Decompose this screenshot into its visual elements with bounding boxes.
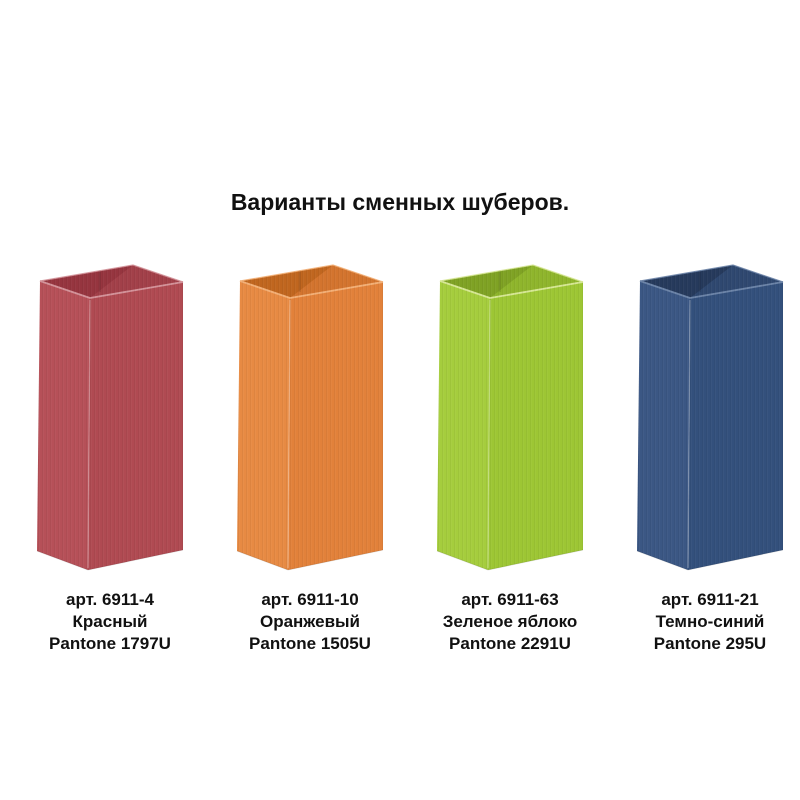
product-color-name: Темно-синий [655,612,765,631]
box-left-face [237,281,290,570]
product-art: арт. 6911-10 [261,590,359,609]
product-card-green: арт. 6911-63 Зеленое яблоко Pantone 2291… [400,262,600,655]
box-3d-render [436,264,584,571]
box-3d-render [236,264,384,571]
box-back-rim-edge [39,264,184,283]
box-corner-highlight [87,299,91,569]
box-front-rim-edge [639,280,784,299]
product-pantone: Pantone 1797U [49,634,171,653]
box-front-rim-edge [239,280,384,299]
product-color-name: Красный [72,612,148,631]
product-card-red: арт. 6911-4 Красный Pantone 1797U [0,262,200,655]
box-3d-render [36,264,184,571]
product-pantone: Pantone 295U [653,634,767,653]
box-back-rim-edge [439,264,584,283]
product-card-blue: арт. 6911-21 Темно-синий Pantone 295U [600,262,800,655]
product-box-image-red [34,262,186,574]
box-bottom-edge [436,549,584,571]
product-color-name: Зеленое яблоко [442,612,578,631]
box-interior-right-wall [90,265,183,298]
box-left-face [37,281,90,570]
box-corner-highlight [487,299,491,569]
box-interior-right-wall [490,265,583,298]
box-back-rim-edge [639,264,784,283]
box-left-face [437,281,490,570]
box-bottom-edge [636,549,784,571]
box-corner-highlight [287,299,291,569]
product-caption: арт. 6911-63 Зеленое яблоко Pantone 2291… [434,589,586,655]
product-box-image-green [434,262,586,574]
box-front-face [288,282,383,570]
product-box-image-orange [234,262,386,574]
product-box-image-blue [634,262,786,574]
product-caption: арт. 6911-21 Темно-синий Pantone 295U [634,589,786,655]
product-caption: арт. 6911-4 Красный Pantone 1797U [34,589,186,655]
product-art: арт. 6911-63 [461,590,559,609]
box-front-face [488,282,583,570]
box-front-rim-edge [39,280,184,299]
product-art: арт. 6911-21 [661,590,759,609]
product-caption: арт. 6911-10 Оранжевый Pantone 1505U [234,589,386,655]
product-pantone: Pantone 1505U [249,634,371,653]
box-interior-right-wall [690,265,783,298]
box-left-face [637,281,690,570]
product-color-name: Оранжевый [259,612,361,631]
box-front-rim-edge [439,280,584,299]
product-grid: арт. 6911-4 Красный Pantone 1797U арт [0,262,800,655]
box-interior-right-wall [290,265,383,298]
box-bottom-edge [236,549,384,571]
box-3d-render [636,264,784,571]
box-front-face [688,282,783,570]
box-bottom-edge [36,549,184,571]
product-card-orange: арт. 6911-10 Оранжевый Pantone 1505U [200,262,400,655]
page-title: Варианты сменных шуберов. [230,189,570,215]
product-pantone: Pantone 2291U [449,634,571,653]
box-front-face [88,282,183,570]
box-corner-highlight [687,299,691,569]
product-art: арт. 6911-4 [66,590,154,609]
box-back-rim-edge [239,264,384,283]
